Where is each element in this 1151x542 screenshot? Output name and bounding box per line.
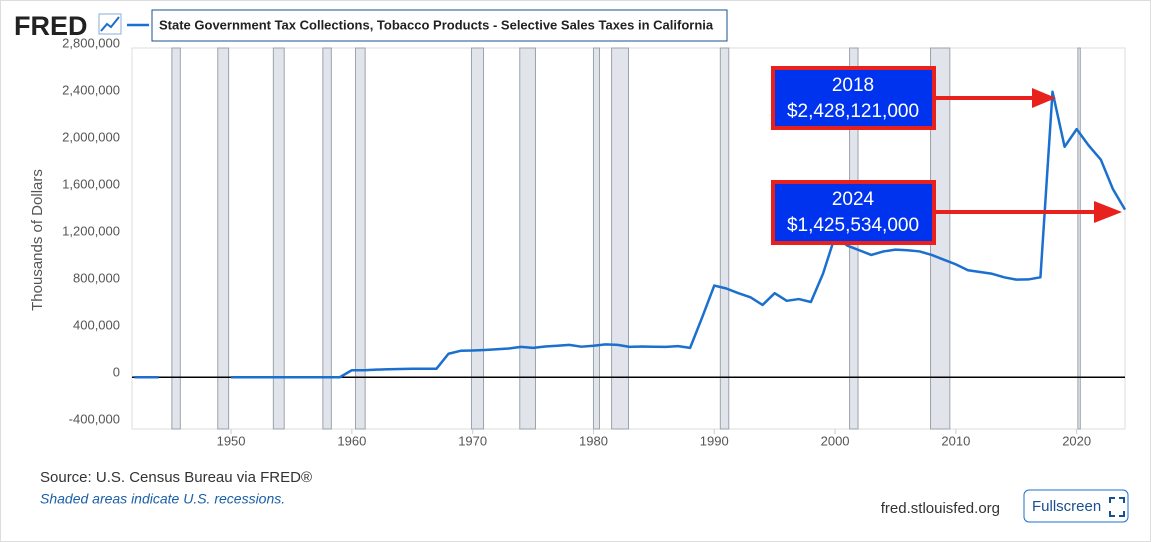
y-tick-label: 0 (113, 365, 120, 380)
x-tick-label: 1990 (700, 433, 729, 448)
y-tick-label: 2,400,000 (62, 82, 120, 97)
logo-icon (98, 13, 122, 35)
y-tick-label: 1,200,000 (62, 224, 120, 239)
recession-band (217, 47, 230, 430)
y-tick-label: 400,000 (73, 318, 120, 333)
y-tick-label: -400,000 (69, 412, 120, 427)
y-tick-label: 2,800,000 (62, 35, 120, 50)
x-tick-label: 1950 (217, 433, 246, 448)
y-tick-label: 2,000,000 (62, 130, 120, 145)
x-tick-label: 2010 (941, 433, 970, 448)
x-tick-label: 2020 (1062, 433, 1091, 448)
recession-band (719, 47, 730, 430)
annotation-year: 2024 (832, 189, 875, 210)
fullscreen-button[interactable]: Fullscreen (1023, 489, 1129, 523)
note: Shaded areas indicate U.S. recessions. (40, 491, 285, 507)
site-link[interactable]: fred.stlouisfed.org (881, 500, 1000, 517)
recession-band (354, 47, 366, 430)
y-axis-label: Thousands of Dollars (29, 169, 46, 311)
y-tick-label: 1,600,000 (62, 177, 120, 192)
recession-band (519, 47, 536, 430)
x-tick-label: 1980 (579, 433, 608, 448)
data-line (134, 90, 1127, 379)
legend-box (151, 9, 728, 42)
recession-band (470, 47, 485, 430)
logo: FRED (14, 11, 88, 41)
annotation-year: 2018 (832, 75, 874, 96)
recession-band (272, 47, 285, 430)
annotation-amount: $1,425,534,000 (787, 215, 919, 236)
annotation-amount: $2,428,121,000 (787, 101, 919, 122)
annotations: 2018 $2,428,121,000 2024 $1,425,534,000 (771, 66, 1122, 245)
x-tick-label: 2000 (821, 433, 850, 448)
y-tick-label: 800,000 (73, 271, 120, 286)
recession-band (1077, 47, 1081, 430)
legend-label: State Government Tax Collections, Tobacc… (159, 17, 714, 32)
button-label[interactable]: Fullscreen (1032, 498, 1101, 515)
x-tick-label: 1970 (458, 433, 487, 448)
x-tick-label: 1960 (337, 433, 366, 448)
source: Source: U.S. Census Bureau via FRED® (40, 469, 312, 486)
recession-band (592, 47, 601, 430)
recession-band (611, 47, 629, 430)
recession-band (171, 47, 181, 430)
recession-band (322, 47, 332, 430)
